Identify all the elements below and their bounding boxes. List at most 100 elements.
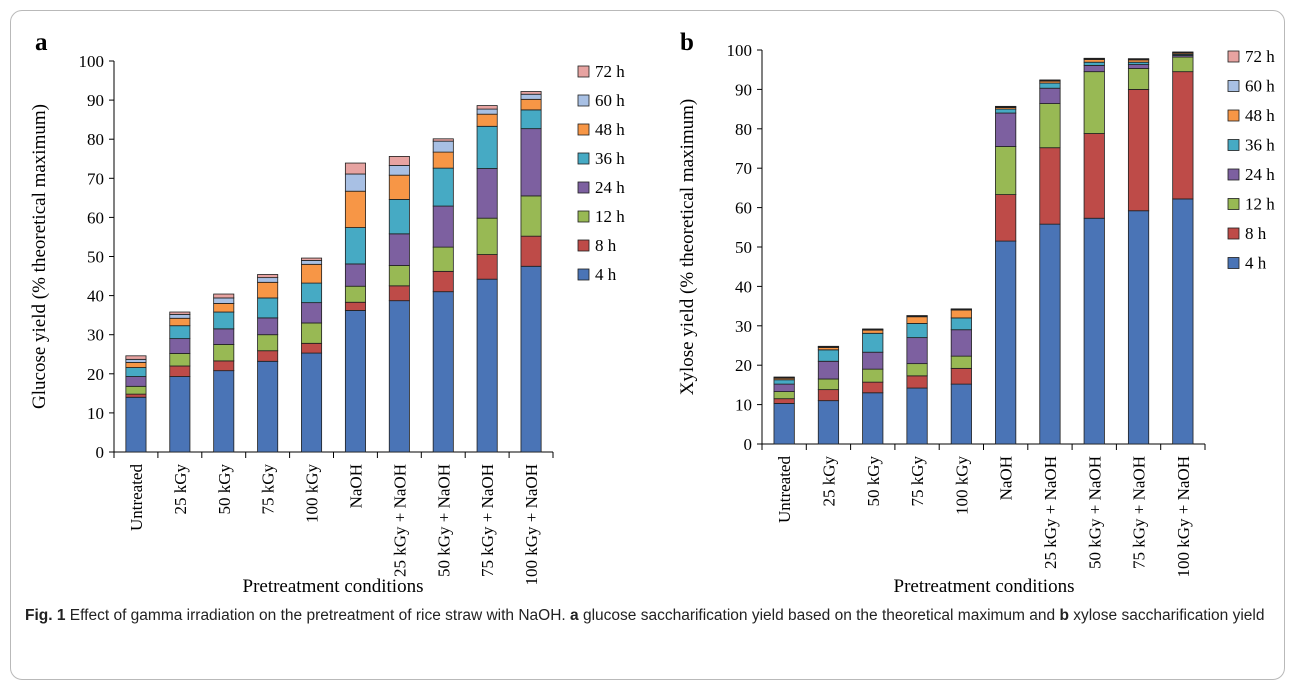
panel-b-legend-label: 8 h bbox=[1245, 224, 1267, 243]
panel-b-bar-segment bbox=[950, 367, 972, 385]
panel-a-bar-segment bbox=[169, 313, 191, 319]
panel-b-legend-swatch bbox=[1227, 109, 1240, 122]
panel-a-bar-segment bbox=[125, 367, 147, 377]
panel-b-x-tick-label: NaOH bbox=[997, 456, 1016, 500]
panel-b-x-tick-label: 75 kGy + NaOH bbox=[1130, 456, 1149, 569]
panel-b-bar-segment bbox=[1083, 59, 1105, 63]
panel-b-legend-label: 12 h bbox=[1245, 195, 1275, 214]
panel-b-bar-segment bbox=[1039, 103, 1061, 149]
panel-b-bar-segment bbox=[995, 146, 1017, 195]
panel-a-legend-label: 48 h bbox=[595, 120, 625, 139]
panel-b-bar-segment bbox=[1039, 82, 1061, 89]
panel-b-y-tick-label: 10 bbox=[735, 396, 752, 415]
panel-a-bar-segment bbox=[125, 385, 147, 395]
panel-b-bar-segment bbox=[1127, 89, 1150, 212]
panel-a-bar-segment bbox=[520, 235, 542, 267]
panel-a-bar-segment bbox=[388, 233, 410, 266]
panel-a-bar-segment bbox=[344, 310, 366, 453]
panel-b-bar-segment bbox=[995, 240, 1017, 445]
panel-a-y-tick-label: 80 bbox=[87, 130, 104, 149]
panel-a-bar-segment bbox=[432, 270, 454, 293]
panel-a-bar-segment bbox=[213, 293, 235, 299]
panel-b-bar-segment bbox=[995, 194, 1017, 242]
caption-b-label: b bbox=[1059, 607, 1069, 624]
panel-a-legend-label: 12 h bbox=[595, 207, 625, 226]
panel-b-y-axis-label: Xylose yield (% theoretical maximum) bbox=[677, 99, 698, 396]
panel-a-bar-segment bbox=[169, 317, 191, 327]
panel-a-bar-segment bbox=[301, 302, 323, 324]
panel-a-x-tick-label: Untreated bbox=[127, 464, 146, 532]
panel-b-bar-segment bbox=[950, 383, 972, 445]
panel-a-y-tick-label: 10 bbox=[87, 404, 104, 423]
panel-a-x-tick-label: NaOH bbox=[346, 464, 365, 508]
panel-b-y-tick-label: 20 bbox=[735, 356, 752, 375]
panel-a-bar-segment bbox=[388, 265, 410, 287]
panel-b-bar-segment bbox=[995, 108, 1017, 114]
panel-a-x-tick-label: 25 kGy + NaOH bbox=[390, 464, 409, 577]
panel-b-x-tick-label: 25 kGy + NaOH bbox=[1041, 456, 1060, 569]
panel-a-bar-segment bbox=[476, 105, 498, 110]
panel-b-y-tick-label: 80 bbox=[735, 120, 752, 139]
panel-b-bar-segment bbox=[817, 389, 840, 402]
panel-a-bar-segment bbox=[476, 113, 498, 127]
panel-a-legend-swatch bbox=[577, 210, 590, 223]
panel-b-bar-segment bbox=[1172, 56, 1194, 73]
panel-b-bar-segment bbox=[906, 363, 928, 377]
panel-a-bar-segment bbox=[388, 285, 410, 302]
panel-a-bar-segment bbox=[520, 128, 542, 197]
panel-a-bar-segment bbox=[169, 325, 191, 340]
panel-a-bar-segment bbox=[476, 278, 498, 453]
panel-a-bar-segment bbox=[257, 297, 279, 319]
panel-a-bar-segment bbox=[388, 300, 410, 453]
panel-b-bar-segment bbox=[1083, 64, 1105, 73]
panel-a-bar-segment bbox=[344, 285, 366, 303]
panel-b-legend-label: 60 h bbox=[1245, 77, 1275, 96]
panel-a-y-tick-label: 50 bbox=[87, 248, 104, 267]
caption-text: Effect of gamma irradiation on the pretr… bbox=[69, 607, 566, 624]
panel-b-bar-segment bbox=[1083, 133, 1105, 219]
panel-a-bar-segment bbox=[301, 260, 323, 265]
panel-a-bar-segment bbox=[388, 156, 410, 166]
panel-a-bar-segment bbox=[213, 297, 235, 304]
panel-a-bar-segment bbox=[520, 93, 542, 100]
panel-b-x-tick-label: 50 kGy + NaOH bbox=[1085, 456, 1104, 569]
panel-b-bar-segment bbox=[950, 309, 972, 319]
panel-b-x-tick-label: 100 kGy + NaOH bbox=[1174, 456, 1193, 578]
panel-b-x-tick-label: 25 kGy bbox=[819, 456, 838, 507]
panel-a-bar-segment bbox=[344, 190, 366, 228]
panel-b-legend-label: 72 h bbox=[1245, 47, 1275, 66]
panel-b-y-tick-label: 60 bbox=[735, 199, 752, 218]
panel-b-bar-segment bbox=[1172, 198, 1194, 445]
panel-a-bar-segment bbox=[257, 350, 279, 362]
panel-b-bar-segment bbox=[862, 392, 884, 445]
panel-b-legend-swatch bbox=[1227, 227, 1240, 240]
panel-a-bar-segment bbox=[125, 396, 147, 453]
figure-caption: Fig. 1 Effect of gamma irradiation on th… bbox=[25, 604, 1275, 628]
panel-a-x-tick-label: 100 kGy bbox=[303, 464, 322, 524]
panel-b-legend-label: 36 h bbox=[1245, 136, 1275, 155]
panel-b-legend-swatch bbox=[1227, 198, 1240, 210]
panel-a-legend-swatch bbox=[577, 268, 590, 281]
panel-a-bar-segment bbox=[257, 317, 279, 336]
panel-b-bar-segment bbox=[1083, 61, 1105, 66]
panel-b-bar-segment bbox=[1127, 210, 1150, 445]
panel-a-bar-segment bbox=[476, 254, 498, 280]
panel-b-bar-segment bbox=[906, 316, 928, 324]
panel-b-legend-label: 4 h bbox=[1245, 254, 1267, 273]
panel-a-legend-label: 4 h bbox=[595, 265, 617, 284]
panel-a-x-axis-label: Pretreatment conditions bbox=[243, 576, 424, 597]
panel-a-bar-segment bbox=[169, 376, 191, 453]
panel-a-y-tick-label: 0 bbox=[96, 443, 105, 462]
panel-a-bar-segment bbox=[125, 393, 147, 398]
panel-b-bar-segment bbox=[1127, 68, 1150, 90]
panel-a-bar-segment bbox=[432, 151, 454, 169]
panel-a-legend-label: 36 h bbox=[595, 149, 625, 168]
panel-a-bar-segment bbox=[169, 338, 191, 354]
panel-a-bar-segment bbox=[301, 257, 323, 261]
panel-a-bar-segment bbox=[344, 173, 366, 192]
panel-a-legend-label: 8 h bbox=[595, 236, 617, 255]
panel-b-bar-segment bbox=[906, 337, 928, 365]
panel-a-bar-segment bbox=[476, 168, 498, 219]
panel-b-bar-segment bbox=[995, 112, 1017, 147]
